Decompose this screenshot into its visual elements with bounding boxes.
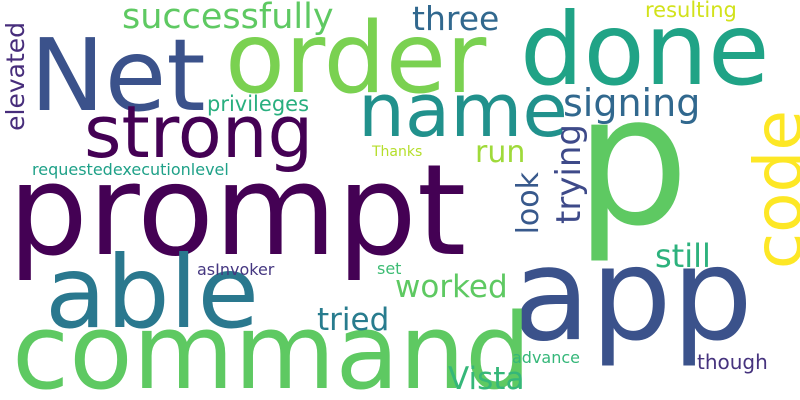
word-elevated: elevated — [1, 22, 30, 131]
word-resulting: resulting — [645, 0, 737, 22]
word-privileges: privileges — [207, 92, 310, 116]
word-done: done — [520, 0, 770, 108]
word-still: still — [655, 237, 711, 275]
word-successfully: successfully — [122, 0, 334, 37]
word-app: app — [512, 221, 753, 370]
word-order: order — [225, 2, 487, 116]
word-name: name — [358, 68, 568, 154]
word-net: Net — [30, 17, 206, 134]
word-tried: tried — [317, 302, 390, 338]
word-set: set — [377, 259, 402, 278]
word-signing: signing — [563, 81, 701, 125]
word-run: run — [475, 135, 526, 170]
word-prompt: prompt — [8, 137, 467, 284]
word-vista: Vista — [448, 361, 525, 397]
word-able: able — [45, 234, 260, 351]
word-trying: trying — [549, 124, 589, 225]
word-code: code — [740, 110, 800, 270]
word-requestedexecutionlevel: requestedexecutionlevel — [32, 160, 229, 179]
word-worked: worked — [395, 269, 508, 305]
word-strong: strong — [84, 90, 314, 174]
word-look: look — [511, 172, 546, 235]
word-command: command — [12, 291, 532, 400]
word-though: though — [697, 350, 768, 374]
word-p: p — [575, 57, 690, 266]
word-thanks: Thanks — [372, 144, 423, 160]
word-advance: advance — [512, 348, 581, 367]
word-asinvoker: asInvoker — [197, 260, 275, 279]
word-three: three — [412, 0, 500, 38]
